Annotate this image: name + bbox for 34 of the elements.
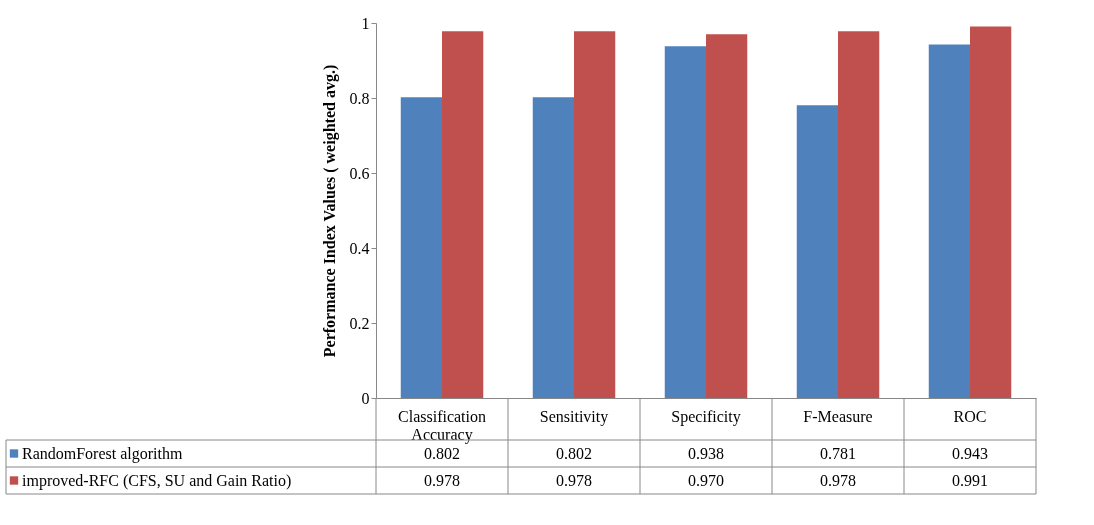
bar <box>796 105 838 398</box>
bar <box>574 31 616 398</box>
data-label: 0.938 <box>688 444 724 462</box>
data-label: 0.943 <box>952 444 988 462</box>
bar <box>664 46 706 398</box>
y-axis-title: Performance Index Values ( weighted avg.) <box>320 64 339 358</box>
bar <box>970 26 1012 398</box>
y-tick-label: 0.2 <box>349 314 370 332</box>
bar <box>706 34 748 398</box>
data-label: 0.781 <box>820 444 856 462</box>
bar <box>442 31 484 398</box>
x-tick-label: ROC <box>953 407 987 425</box>
y-tick-label: 0.8 <box>349 89 370 107</box>
x-tick-label: Sensitivity <box>539 407 609 426</box>
x-tick-label: Classification Accuracy <box>398 407 486 444</box>
bar <box>532 97 574 398</box>
y-tick-label: 0.6 <box>349 164 370 182</box>
legend-label: improved-RFC (CFS, SU and Gain Ratio) <box>22 471 292 490</box>
y-tick-label: 0 <box>361 389 370 407</box>
legend-label: RandomForest algorithm <box>22 444 183 463</box>
bar <box>400 97 442 398</box>
data-label: 0.970 <box>688 471 724 489</box>
bar <box>838 31 880 398</box>
y-tick-label: 1 <box>361 14 370 32</box>
data-label: 0.978 <box>820 471 856 489</box>
x-tick-label: F-Measure <box>803 407 873 425</box>
data-label: 0.978 <box>424 471 460 489</box>
bar <box>928 44 970 398</box>
data-label: 0.978 <box>556 471 592 489</box>
y-tick-label: 0.4 <box>349 239 370 257</box>
data-label: 0.802 <box>556 444 592 462</box>
data-label: 0.991 <box>952 471 988 489</box>
x-tick-label: Specificity <box>671 407 741 426</box>
data-label: 0.802 <box>424 444 460 462</box>
